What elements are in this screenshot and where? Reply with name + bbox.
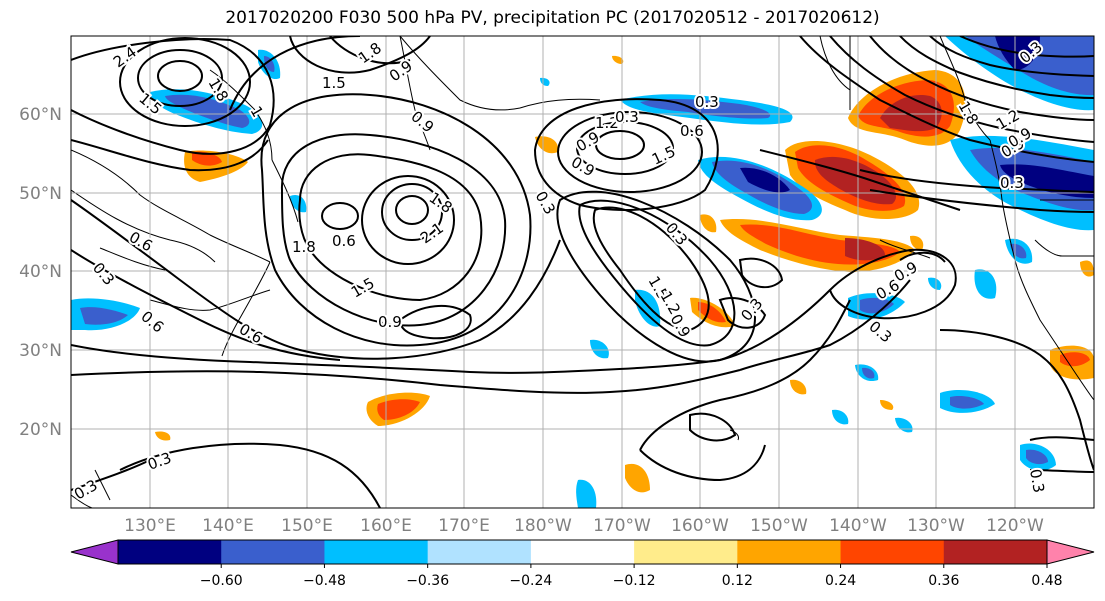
lon-tick-label: 160°E — [360, 516, 412, 536]
colorbar-swatch — [943, 540, 1048, 564]
contour-label: 0.6 — [680, 122, 704, 140]
lon-tick-label: 170°W — [593, 516, 651, 536]
precip-shading — [71, 36, 1094, 508]
colorbar-swatch — [530, 540, 635, 564]
contour-label: 0.6 — [332, 232, 356, 250]
lat-tick-label: 20°N — [19, 420, 62, 440]
colorbar-tick-label: −0.48 — [303, 573, 346, 589]
map-title: 2017020200 F030 500 hPa PV, precipitatio… — [225, 8, 880, 28]
colorbar-tick-label: −0.36 — [406, 573, 449, 589]
colorbar-tick-label: −0.12 — [613, 573, 656, 589]
colorbar-tick-label: 0.12 — [722, 573, 753, 589]
lon-axis: 130°E 140°E 150°E 160°E 170°E 180°W 170°… — [124, 516, 1044, 536]
contour-label: 0.3 — [695, 93, 719, 111]
colorbar-swatch — [840, 540, 945, 564]
lon-tick-label: 140°E — [202, 516, 254, 536]
colorbar-tick-label: 0.48 — [1031, 573, 1062, 589]
contour-label: 1.2 — [595, 114, 619, 132]
lat-tick-label: 50°N — [19, 184, 62, 204]
lat-tick-label: 60°N — [19, 105, 62, 125]
lon-tick-label: 140°W — [829, 516, 887, 536]
lon-tick-label: 150°W — [750, 516, 808, 536]
colorbar-swatch — [427, 540, 532, 564]
lon-tick-label: 180°W — [514, 516, 572, 536]
contour-label: 0.3 — [615, 108, 639, 126]
lon-tick-label: 120°W — [986, 516, 1044, 536]
colorbar: −0.60 −0.48 −0.36 −0.24 −0.12 0.12 0.24 0.36 0.4… — [70, 539, 1095, 589]
contour-label: 1.5 — [322, 74, 346, 92]
colorbar-swatch — [324, 540, 429, 564]
lon-tick-label: 130°E — [124, 516, 176, 536]
contour-label: 0.9 — [378, 313, 402, 331]
lat-axis: 60°N 50°N 40°N 30°N 20°N — [19, 105, 62, 440]
lat-tick-label: 30°N — [19, 341, 62, 361]
contour-label: 0.3 — [1026, 468, 1048, 495]
colorbar-swatch — [118, 540, 222, 564]
lon-tick-label: 160°W — [671, 516, 729, 536]
colorbar-swatch — [221, 540, 325, 564]
pv-contours — [71, 36, 1094, 508]
colorbar-min-extension — [70, 539, 119, 565]
contour-label: 1.8 — [292, 238, 316, 256]
lat-tick-label: 40°N — [19, 262, 62, 282]
colorbar-swatch — [634, 540, 738, 564]
colorbar-tick-label: 0.36 — [928, 573, 959, 589]
contour-label: 0.3 — [1000, 174, 1024, 192]
gridlines — [71, 36, 1094, 508]
lon-tick-label: 170°E — [438, 516, 490, 536]
lon-tick-label: 130°W — [907, 516, 965, 536]
colorbar-tick-label: −0.60 — [200, 573, 243, 589]
colorbar-max-extension — [1046, 539, 1095, 565]
colorbar-swatch — [737, 540, 842, 564]
lon-tick-label: 150°E — [281, 516, 333, 536]
map-frame — [70, 35, 1095, 509]
colorbar-tick-label: −0.24 — [509, 573, 552, 589]
colorbar-tick-label: 0.24 — [825, 573, 856, 589]
